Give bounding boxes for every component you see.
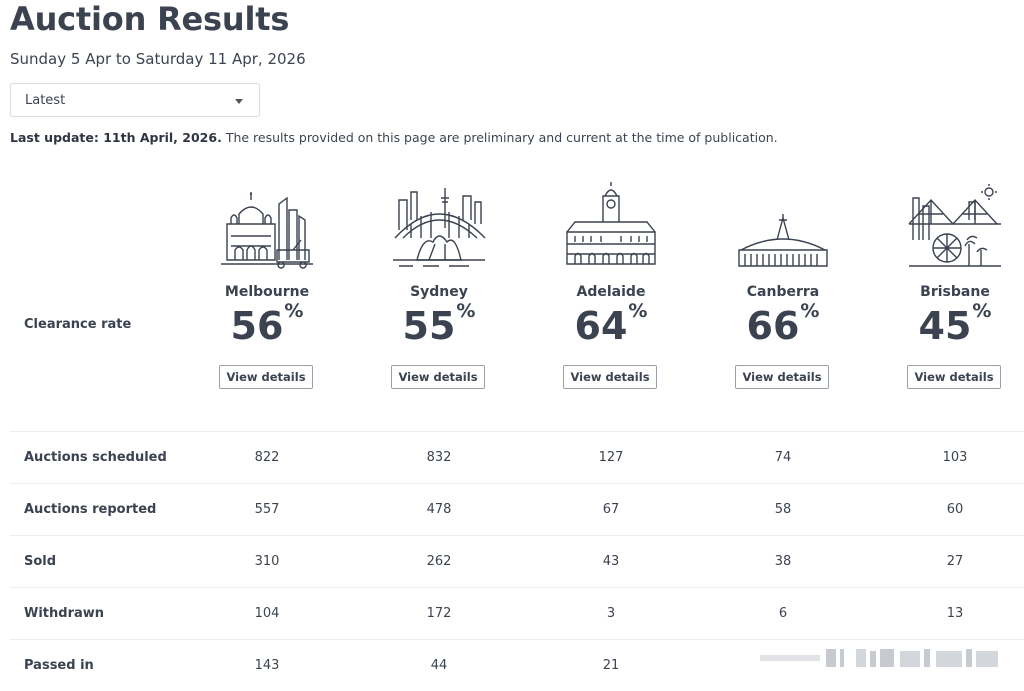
view-details-button-melbourne[interactable]: View details (219, 365, 313, 389)
table-row: Passed in 143 44 21 (10, 639, 1024, 691)
table-row: Withdrawn 104 172 3 6 13 (10, 587, 1024, 639)
table-cell: 310 (254, 554, 280, 569)
city-column-adelaide: Adelaide 64% View details (525, 180, 697, 389)
melbourne-skyline-icon (221, 192, 313, 269)
table-cell: 103 (942, 450, 968, 465)
clearance-rate-value: 56% (230, 300, 304, 348)
last-update-note: The results provided on this page are pr… (225, 130, 778, 145)
view-details-button-adelaide[interactable]: View details (563, 365, 657, 389)
city-column-melbourne: Melbourne 56% View details (181, 180, 353, 389)
clearance-rate-label: Clearance rate (24, 317, 132, 332)
table-cell: 60 (946, 502, 964, 517)
table-cell: 27 (946, 554, 964, 569)
sydney-opera-house-icon (393, 188, 486, 267)
row-label: Passed in (24, 658, 94, 673)
brisbane-story-bridge-icon (908, 184, 1001, 267)
date-range: Sunday 5 Apr to Saturday 11 Apr, 2026 (10, 50, 306, 68)
row-label: Sold (24, 554, 57, 569)
table-cell: 832 (426, 450, 452, 465)
view-details-button-canberra[interactable]: View details (735, 365, 829, 389)
table-cell: 127 (598, 450, 624, 465)
last-update-label: Last update: 11th April, 2026. (10, 130, 222, 145)
clearance-rate-value: 55% (402, 300, 476, 348)
chevron-down-icon (235, 99, 243, 104)
table-cell: 3 (606, 606, 616, 621)
table-cell: 38 (774, 554, 792, 569)
watermark-mark (760, 649, 998, 667)
row-label: Withdrawn (24, 606, 105, 621)
table-cell: 21 (602, 658, 620, 673)
table-row: Sold 310 262 43 38 27 (10, 535, 1024, 587)
city-name: Brisbane (920, 284, 990, 300)
table-cell: 44 (430, 658, 448, 673)
table-cell: 262 (426, 554, 452, 569)
city-name: Adelaide (576, 284, 646, 300)
row-label: Auctions scheduled (24, 450, 167, 465)
city-column-sydney: Sydney 55% View details (353, 180, 525, 389)
table-cell: 822 (254, 450, 280, 465)
clearance-rate-value: 64% (574, 300, 648, 348)
table-cell: 172 (426, 606, 452, 621)
last-update-notice: Last update: 11th April, 2026. The resul… (10, 130, 778, 145)
table-cell: 557 (254, 502, 280, 517)
city-name: Canberra (746, 284, 820, 300)
results-table: Auctions scheduled 822 832 127 74 103 Au… (10, 431, 1024, 691)
city-name: Sydney (410, 284, 468, 300)
table-cell: 74 (774, 450, 792, 465)
city-column-brisbane: Brisbane 45% View details (869, 180, 1024, 389)
clearance-rate-value: 45% (918, 300, 992, 348)
table-cell: 478 (426, 502, 452, 517)
table-cell: 104 (254, 606, 280, 621)
city-column-canberra: Canberra 66% View details (697, 180, 869, 389)
view-details-button-brisbane[interactable]: View details (907, 365, 1001, 389)
table-row: Auctions reported 557 478 67 58 60 (10, 483, 1024, 535)
dropdown-selected-value: Latest (25, 93, 66, 108)
clearance-rate-value: 66% (746, 300, 820, 348)
table-cell: 58 (774, 502, 792, 517)
city-name: Melbourne (224, 284, 310, 300)
table-cell: 6 (778, 606, 788, 621)
page-title: Auction Results (10, 0, 290, 38)
row-label: Auctions reported (24, 502, 157, 517)
table-row: Auctions scheduled 822 832 127 74 103 (10, 431, 1024, 483)
canberra-parliament-icon (738, 214, 828, 267)
period-dropdown[interactable]: Latest (10, 83, 260, 117)
table-cell: 43 (602, 554, 620, 569)
table-cell: 13 (946, 606, 964, 621)
table-cell: 143 (254, 658, 280, 673)
table-cell: 67 (602, 502, 620, 517)
view-details-button-sydney[interactable]: View details (391, 365, 485, 389)
adelaide-town-hall-icon (566, 182, 656, 265)
